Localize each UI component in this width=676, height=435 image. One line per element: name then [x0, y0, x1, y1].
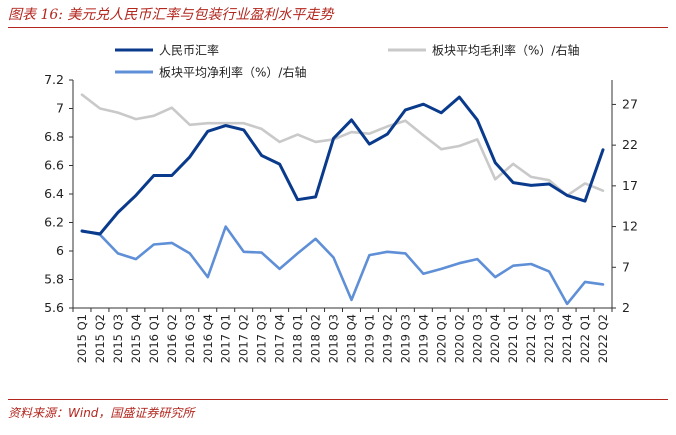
x-tick-label: 2019 Q4 [416, 314, 430, 363]
x-tick-label: 2016 Q3 [183, 314, 197, 363]
x-tick-label: 2021 Q1 [506, 314, 520, 363]
title-divider [8, 27, 668, 28]
right-tick-label: 27 [622, 96, 638, 111]
series-line-1 [80, 93, 605, 197]
x-tick-label: 2020 Q3 [470, 314, 484, 363]
x-tick-label: 2020 Q2 [452, 314, 466, 363]
x-tick-label: 2018 Q1 [291, 314, 305, 363]
x-tick-label: 2015 Q3 [111, 314, 125, 363]
right-tick-label: 12 [622, 219, 638, 234]
x-tick-label: 2020 Q4 [488, 314, 502, 363]
left-tick-label: 5.8 [44, 272, 64, 287]
right-tick-label: 2 [622, 300, 630, 315]
x-tick-label: 2019 Q1 [362, 314, 376, 363]
source-divider [8, 399, 668, 400]
x-tick-label: 2022 Q2 [596, 314, 610, 363]
left-tick-label: 6 [56, 243, 64, 258]
x-tick-label: 2017 Q2 [237, 314, 251, 363]
x-tick-label: 2018 Q2 [309, 314, 323, 363]
left-tick-label: 7.2 [44, 72, 64, 87]
x-tick-label: 2018 Q4 [344, 314, 358, 363]
x-tick-label: 2016 Q1 [147, 314, 161, 363]
source-note: 资料来源：Wind，国盛证券研究所 [8, 406, 195, 420]
x-tick-label: 2015 Q1 [75, 314, 89, 363]
figure-title: 图表 16: 美元兑人民币汇率与包装行业盈利水平走势 [8, 7, 334, 23]
x-tick-label: 2015 Q2 [93, 314, 107, 363]
x-tick-label: 2016 Q4 [201, 314, 215, 363]
x-tick-label: 2021 Q3 [542, 314, 556, 363]
left-tick-label: 6.8 [44, 129, 64, 144]
x-tick-label: 2017 Q1 [219, 314, 233, 363]
left-tick-label: 6.2 [44, 215, 64, 230]
x-tick-label: 2018 Q3 [327, 314, 341, 363]
left-tick-label: 6.6 [44, 158, 64, 173]
x-tick-label: 2020 Q1 [434, 314, 448, 363]
x-tick-label: 2016 Q2 [165, 314, 179, 363]
x-tick-label: 2021 Q2 [524, 314, 538, 363]
right-tick-label: 17 [622, 178, 638, 193]
x-tick-label: 2015 Q4 [129, 314, 143, 363]
legend-label-2: 板块平均净利率（%）/右轴 [159, 65, 306, 80]
left-tick-label: 5.6 [44, 300, 64, 315]
x-tick-label: 2022 Q1 [578, 314, 592, 363]
x-tick-label: 2017 Q4 [273, 314, 287, 363]
series-layer [80, 93, 605, 306]
series-line-0 [80, 95, 605, 236]
x-tick-label: 2017 Q3 [255, 314, 269, 363]
legend-label-0: 人民币汇率 [159, 43, 219, 58]
x-tick-label: 2019 Q2 [380, 314, 394, 363]
left-tick-label: 6.4 [44, 186, 64, 201]
x-tick-label: 2019 Q3 [398, 314, 412, 363]
right-tick-label: 7 [622, 259, 630, 274]
legend-label-1: 板块平均毛利率（%）/右轴 [432, 43, 579, 58]
series-line-2 [80, 225, 605, 306]
left-tick-label: 7 [56, 101, 64, 116]
x-tick-label: 2021 Q4 [560, 314, 574, 363]
right-tick-label: 22 [622, 137, 638, 152]
